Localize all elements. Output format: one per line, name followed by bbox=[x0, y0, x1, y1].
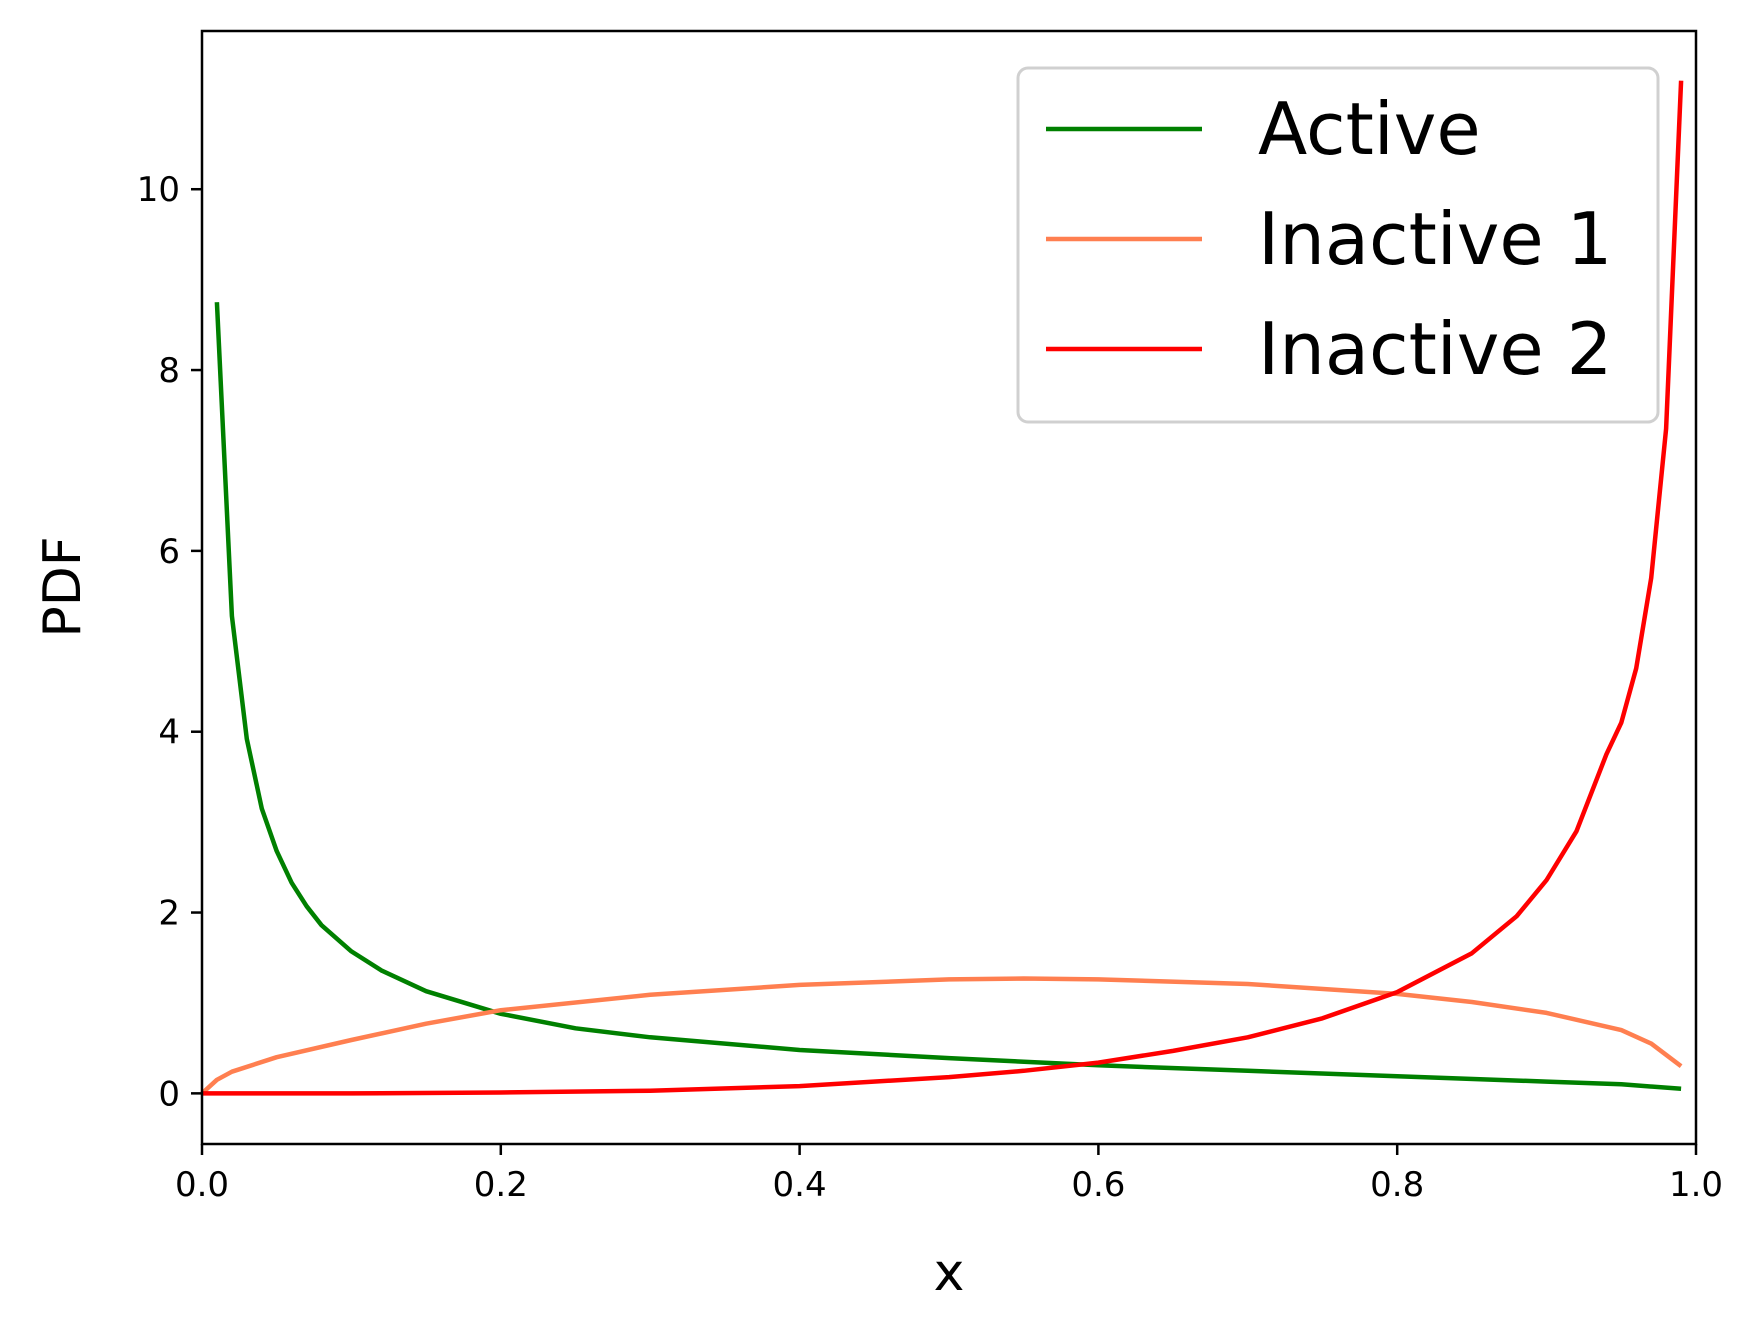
y-tick-label: 10 bbox=[137, 170, 180, 210]
x-tick-label: 0.4 bbox=[773, 1165, 827, 1205]
x-tick-label: 0.2 bbox=[474, 1165, 528, 1205]
y-tick-label: 4 bbox=[158, 713, 180, 753]
series-line-inactive-1 bbox=[200, 976, 1683, 1096]
legend-label: Active bbox=[1258, 87, 1481, 171]
legend-entries: Active Inactive 1 Inactive 2 bbox=[1046, 87, 1612, 391]
series-line-active bbox=[214, 302, 1682, 1092]
legend: Active Inactive 1 Inactive 2 bbox=[1016, 66, 1660, 424]
y-tick-label: 6 bbox=[158, 532, 180, 572]
axes-frame bbox=[200, 29, 1698, 1146]
x-tick-label: 0.0 bbox=[175, 1165, 229, 1205]
y-axis-ticks: 0 2 4 6 8 10 bbox=[137, 170, 202, 1114]
x-axis-label: x bbox=[934, 1243, 965, 1303]
x-axis-ticks: 0.0 0.2 0.4 0.6 0.8 1.0 bbox=[175, 1144, 1723, 1205]
y-tick-label: 0 bbox=[158, 1074, 180, 1114]
x-tick-label: 1.0 bbox=[1669, 1165, 1723, 1205]
y-tick-label: 2 bbox=[158, 894, 180, 934]
y-axis-label: PDF bbox=[33, 536, 93, 637]
series-line-inactive-2 bbox=[202, 80, 1684, 1096]
x-tick-label: 0.6 bbox=[1071, 1165, 1125, 1205]
legend-label: Inactive 2 bbox=[1258, 307, 1612, 391]
legend-label: Inactive 1 bbox=[1258, 197, 1612, 281]
y-tick-label: 8 bbox=[158, 351, 180, 391]
series-layer bbox=[200, 80, 1684, 1096]
legend-box bbox=[1016, 66, 1660, 424]
x-tick-label: 0.8 bbox=[1370, 1165, 1424, 1205]
